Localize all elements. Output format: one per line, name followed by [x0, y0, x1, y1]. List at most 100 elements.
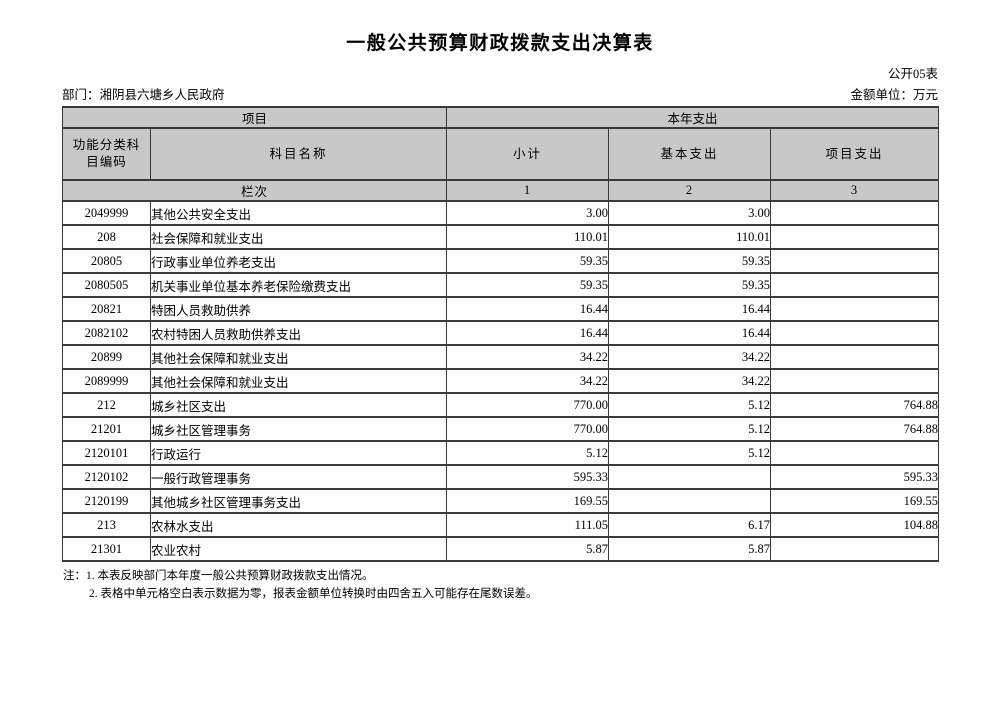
cell-code: 2089999 [62, 368, 151, 394]
cell-name: 特困人员救助供养 [149, 296, 448, 322]
cell-code: 2120199 [62, 488, 151, 514]
cell-project [770, 200, 940, 226]
cell-code: 213 [62, 512, 151, 538]
cell-name: 城乡社区支出 [149, 392, 448, 418]
cell-name: 其他社会保障和就业支出 [149, 344, 448, 370]
unit-label: 金额单位：万元 [850, 88, 938, 102]
table-row: 2120102 一般行政管理事务 595.33 595.33 [62, 464, 940, 490]
lane-label: 栏次 [61, 179, 448, 202]
footnote-2: 2. 表格中单元格空白表示数据为零，报表金额单位转换时由四舍五入可能存在尾数误差… [89, 588, 538, 600]
lane-number-1: 1 [446, 179, 610, 202]
cell-code: 2049999 [62, 200, 151, 226]
cell-code: 21301 [62, 536, 151, 562]
table-row: 208 社会保障和就业支出 110.01 110.01 [62, 224, 940, 250]
header-group-current-year: 本年支出 [446, 106, 940, 129]
cell-code: 208 [62, 224, 151, 250]
cell-code: 20821 [62, 296, 151, 322]
header-group-row: 项目 本年支出 [61, 106, 940, 129]
header-col-code: 功能分类科目编码 [62, 127, 151, 181]
cell-name: 城乡社区管理事务 [149, 416, 448, 442]
lane-number-3: 3 [770, 179, 940, 202]
cell-subtotal: 16.44 [446, 296, 610, 322]
cell-basic: 34.22 [608, 344, 772, 370]
cell-project [770, 344, 940, 370]
table-row: 21201 城乡社区管理事务 770.00 5.12 764.88 [62, 416, 940, 442]
cell-subtotal: 59.35 [446, 248, 610, 274]
cell-code: 212 [62, 392, 151, 418]
cell-subtotal: 5.12 [446, 440, 610, 466]
cell-project [770, 368, 940, 394]
header-col-subtotal: 小计 [446, 127, 610, 181]
cell-basic: 5.87 [608, 536, 772, 562]
cell-subtotal: 59.35 [446, 272, 610, 298]
cell-project [770, 536, 940, 562]
cell-subtotal: 34.22 [446, 344, 610, 370]
page-title: 一般公共预算财政拨款支出决算表 [346, 33, 654, 54]
department-label: 部门：湘阴县六塘乡人民政府 [62, 88, 225, 102]
table-row: 20821 特困人员救助供养 16.44 16.44 [62, 296, 940, 322]
cell-basic: 110.01 [608, 224, 772, 250]
cell-code: 2120101 [62, 440, 151, 466]
table-row: 2120199 其他城乡社区管理事务支出 169.55 169.55 [62, 488, 940, 514]
cell-code: 2080505 [62, 272, 151, 298]
cell-basic: 5.12 [608, 440, 772, 466]
cell-subtotal: 34.22 [446, 368, 610, 394]
cell-subtotal: 5.87 [446, 536, 610, 562]
cell-subtotal: 595.33 [446, 464, 610, 490]
cell-subtotal: 111.05 [446, 512, 610, 538]
cell-basic: 5.12 [608, 416, 772, 442]
cell-project [770, 440, 940, 466]
cell-code: 20899 [62, 344, 151, 370]
table-row: 2082102 农村特困人员救助供养支出 16.44 16.44 [62, 320, 940, 346]
budget-table: 项目 本年支出 功能分类科目编码 科目名称 小计 基本支出 项目支出 栏次 1 … [61, 106, 940, 562]
table-row: 212 城乡社区支出 770.00 5.12 764.88 [62, 392, 940, 418]
table-row: 21301 农业农村 5.87 5.87 [62, 536, 940, 562]
cell-project [770, 272, 940, 298]
cell-name: 农村特困人员救助供养支出 [149, 320, 448, 346]
cell-basic: 6.17 [608, 512, 772, 538]
table-row: 2049999 其他公共安全支出 3.00 3.00 [62, 200, 940, 226]
cell-project: 764.88 [770, 392, 940, 418]
cell-basic: 59.35 [608, 248, 772, 274]
cell-project [770, 224, 940, 250]
header-group-project: 项目 [61, 106, 448, 129]
header-col-project: 项目支出 [770, 127, 940, 181]
cell-project: 169.55 [770, 488, 940, 514]
header-lane-row: 栏次 1 2 3 [61, 179, 940, 202]
table-row: 2089999 其他社会保障和就业支出 34.22 34.22 [62, 368, 940, 394]
cell-code: 2082102 [62, 320, 151, 346]
cell-basic: 34.22 [608, 368, 772, 394]
cell-subtotal: 16.44 [446, 320, 610, 346]
cell-name: 行政事业单位养老支出 [149, 248, 448, 274]
cell-name: 社会保障和就业支出 [149, 224, 448, 250]
table-code-label: 公开05表 [887, 67, 938, 81]
lane-number-2: 2 [608, 179, 772, 202]
cell-basic [608, 464, 772, 490]
cell-name: 其他城乡社区管理事务支出 [149, 488, 448, 514]
cell-basic: 5.12 [608, 392, 772, 418]
cell-project: 595.33 [770, 464, 940, 490]
cell-code: 21201 [62, 416, 151, 442]
footnote-1: 注：1. 本表反映部门本年度一般公共预算财政拨款支出情况。 [63, 570, 374, 582]
cell-subtotal: 110.01 [446, 224, 610, 250]
cell-code: 20805 [62, 248, 151, 274]
header-columns-row: 功能分类科目编码 科目名称 小计 基本支出 项目支出 [62, 127, 940, 181]
cell-subtotal: 3.00 [446, 200, 610, 226]
cell-basic: 3.00 [608, 200, 772, 226]
cell-project: 764.88 [770, 416, 940, 442]
header-col-basic: 基本支出 [608, 127, 772, 181]
cell-code: 2120102 [62, 464, 151, 490]
footnotes: 注：1. 本表反映部门本年度一般公共预算财政拨款支出情况。 2. 表格中单元格空… [63, 567, 938, 603]
header-col-name: 科目名称 [149, 127, 448, 181]
cell-name: 机关事业单位基本养老保险缴费支出 [149, 272, 448, 298]
cell-subtotal: 770.00 [446, 392, 610, 418]
table-row: 20899 其他社会保障和就业支出 34.22 34.22 [62, 344, 940, 370]
table-row: 2080505 机关事业单位基本养老保险缴费支出 59.35 59.35 [62, 272, 940, 298]
table-row: 213 农林水支出 111.05 6.17 104.88 [62, 512, 940, 538]
cell-name: 其他公共安全支出 [149, 200, 448, 226]
cell-project [770, 248, 940, 274]
cell-name: 其他社会保障和就业支出 [149, 368, 448, 394]
cell-project [770, 320, 940, 346]
cell-name: 一般行政管理事务 [149, 464, 448, 490]
